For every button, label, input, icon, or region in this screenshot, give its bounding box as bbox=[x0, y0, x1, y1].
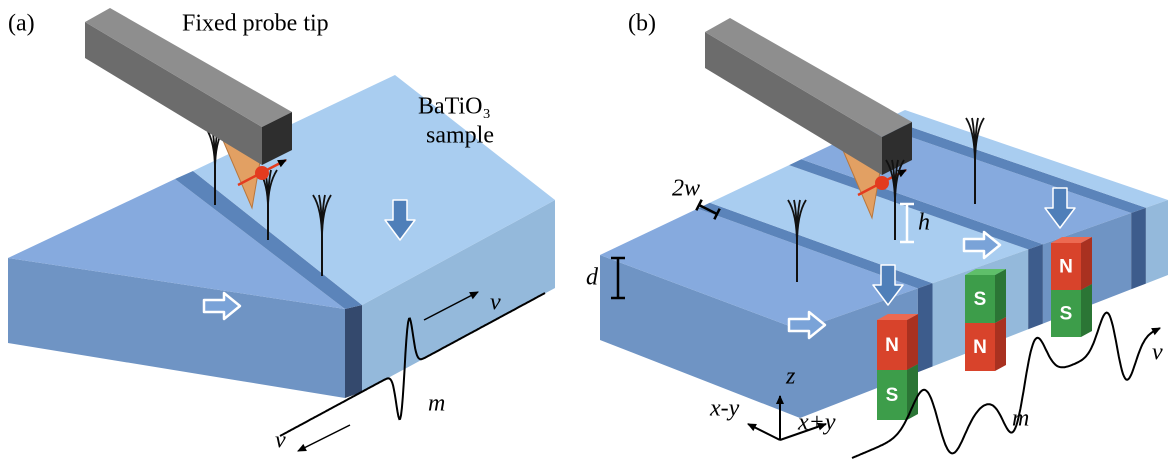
thickness-label: d bbox=[586, 265, 599, 291]
panel-label: (b) bbox=[628, 11, 656, 37]
magnet-block bbox=[907, 314, 918, 370]
probe-label: Fixed probe tip bbox=[182, 11, 329, 37]
axis-label: x+y bbox=[797, 410, 836, 436]
slab-face bbox=[1146, 200, 1168, 284]
axis-label: x-y bbox=[709, 396, 740, 422]
magnet-pole: S bbox=[1060, 304, 1073, 325]
domain-wall-face bbox=[1131, 208, 1146, 289]
domain-wall-face bbox=[918, 283, 933, 372]
velocity-arrow bbox=[298, 425, 350, 451]
figure: N S S N N S (a) Fixed probe tip BaTiO₃ sample… bbox=[0, 0, 1169, 476]
velocity-label: v bbox=[275, 428, 286, 454]
magnet-block bbox=[907, 364, 918, 420]
drawing: N S S N N S bbox=[8, 8, 1168, 458]
domain-wall-face bbox=[1028, 244, 1043, 329]
magnet-block bbox=[995, 317, 1006, 371]
height-label: h bbox=[918, 210, 930, 236]
axis-arrow bbox=[748, 424, 780, 440]
panel-label: (a) bbox=[8, 11, 35, 37]
magnetization-label: m bbox=[1012, 406, 1029, 432]
sample-label: BaTiO₃ bbox=[418, 94, 491, 120]
probe-moment bbox=[875, 176, 889, 190]
magnet-pole: N bbox=[885, 335, 899, 356]
magnet-pole: S bbox=[974, 289, 987, 310]
domain-wall-face bbox=[345, 305, 362, 398]
magnet-pole: N bbox=[1059, 257, 1073, 278]
magnet-pole: S bbox=[886, 385, 899, 406]
magnet-pole: N bbox=[973, 337, 987, 358]
velocity-label: v bbox=[1152, 340, 1163, 366]
velocity-label: v bbox=[490, 290, 501, 316]
width-label: 2w bbox=[672, 176, 700, 202]
magnet-block bbox=[995, 269, 1006, 323]
probe-moment bbox=[255, 166, 269, 180]
magnet-block bbox=[1081, 237, 1092, 290]
sample-label: sample bbox=[426, 123, 494, 149]
magnet-block bbox=[1081, 284, 1092, 337]
magnetization-label: m bbox=[428, 391, 445, 417]
axis-label: z bbox=[785, 364, 796, 390]
